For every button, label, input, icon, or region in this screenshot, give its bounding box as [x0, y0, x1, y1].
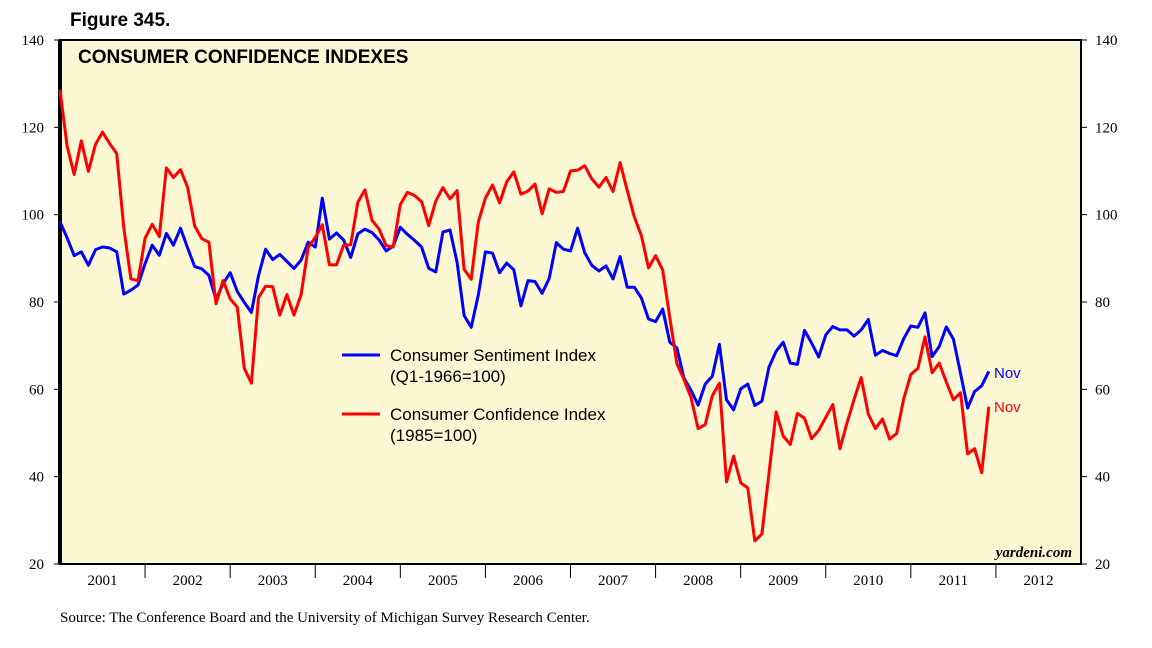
plot-area — [59, 39, 1082, 565]
x-tick-label: 2005 — [428, 573, 458, 589]
chart-title: CONSUMER CONFIDENCE INDEXES — [78, 47, 408, 68]
y-tick-label-left: 20 — [29, 557, 44, 573]
x-tick-label: 2001 — [88, 573, 118, 589]
figure-label: Figure 345. — [70, 10, 170, 31]
legend-note-confidence: (1985=100) — [390, 426, 477, 445]
x-tick-label: 2006 — [513, 573, 544, 589]
x-tick-label: 2007 — [598, 573, 629, 589]
y-tick-label-right: 120 — [1095, 120, 1118, 136]
y-tick-label-right: 20 — [1095, 557, 1110, 573]
y-tick-label-right: 80 — [1095, 295, 1110, 311]
y-tick-label-right: 100 — [1095, 208, 1118, 224]
y-tick-label-left: 40 — [29, 470, 44, 486]
watermark: yardeni.com — [994, 545, 1072, 561]
end-label-confidence: Nov — [994, 399, 1021, 416]
x-tick-label: 2004 — [343, 573, 374, 589]
end-label-sentiment: Nov — [994, 365, 1021, 382]
y-tick-label-right: 60 — [1095, 382, 1110, 398]
legend-label-confidence: Consumer Confidence Index — [390, 405, 606, 424]
series-line-confidence — [58, 89, 991, 543]
y-tick-label-left: 120 — [22, 120, 45, 136]
x-tick-label: 2002 — [173, 573, 203, 589]
y-tick-label-right: 140 — [1095, 33, 1118, 49]
legend: Consumer Sentiment Index (Q1-1966=100) C… — [342, 346, 606, 445]
source-note: Source: The Conference Board and the Uni… — [60, 610, 590, 626]
y-tick-label-left: 140 — [22, 33, 45, 49]
legend-label-sentiment: Consumer Sentiment Index — [390, 346, 596, 365]
x-tick-label: 2008 — [683, 573, 713, 589]
x-tick-label: 2003 — [258, 573, 288, 589]
legend-note-sentiment: (Q1-1966=100) — [390, 367, 506, 386]
x-tick-label: 2011 — [939, 573, 968, 589]
y-tick-label-left: 60 — [29, 382, 44, 398]
y-tick-label-left: 100 — [22, 208, 45, 224]
x-tick-label: 2010 — [853, 573, 883, 589]
y-tick-label-right: 40 — [1095, 470, 1110, 486]
x-tick-label: 2012 — [1023, 573, 1053, 589]
x-tick-label: 2009 — [768, 573, 798, 589]
y-tick-label-left: 80 — [29, 295, 44, 311]
